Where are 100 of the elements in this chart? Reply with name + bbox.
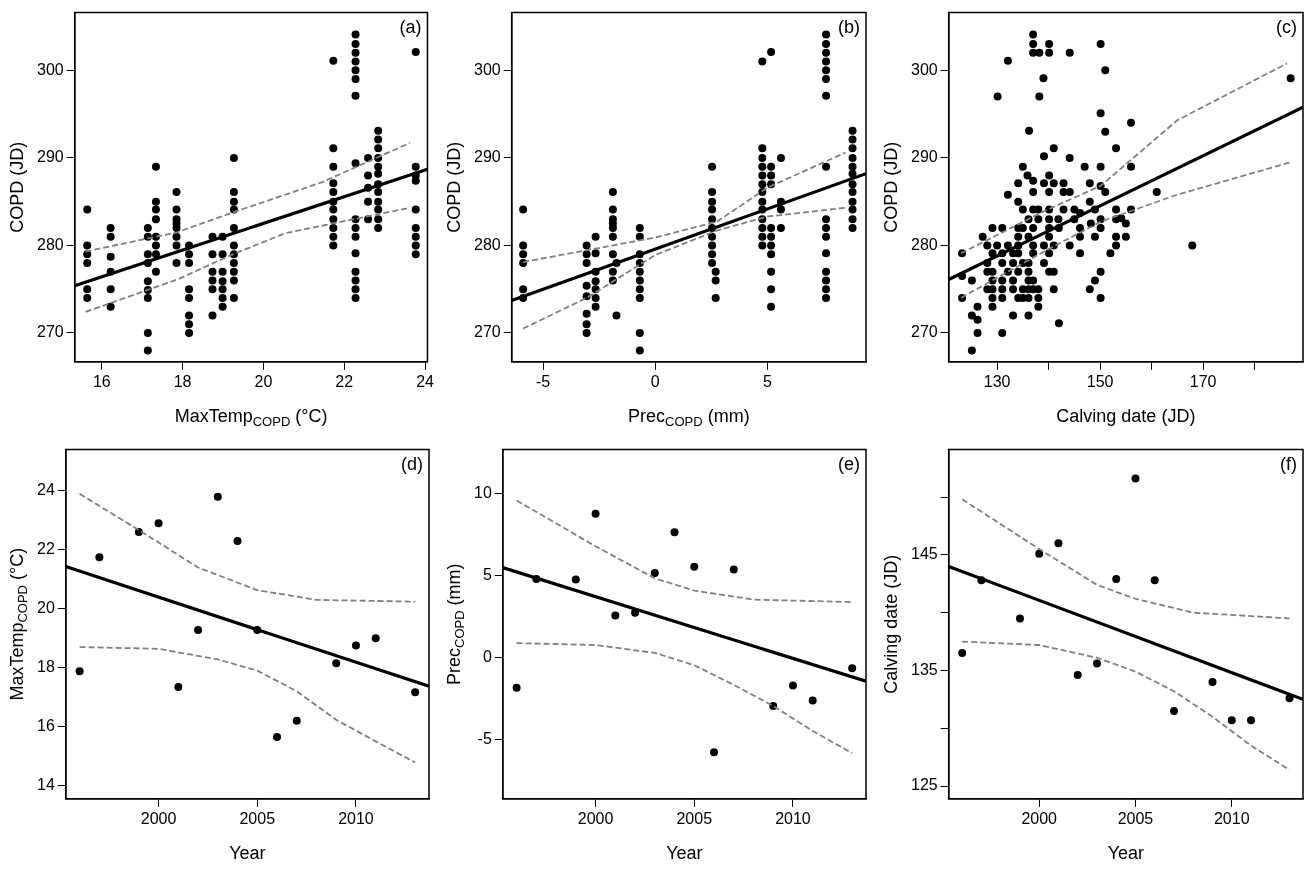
- x-tick-label: 2000: [1021, 809, 1058, 827]
- point: [611, 611, 620, 620]
- point: [1073, 671, 1082, 680]
- point: [1035, 549, 1044, 558]
- y-axis-title: COPD (JD): [443, 141, 464, 233]
- line-series: [522, 206, 847, 330]
- y-tick-label: 300: [36, 60, 64, 78]
- annotation: (b): [838, 16, 860, 37]
- y-tick-label: 24: [37, 481, 55, 499]
- y-tick-label: 290: [473, 148, 501, 166]
- y-tick-label: -5: [477, 730, 492, 748]
- y-tick-label: 290: [36, 148, 64, 166]
- y-tick-label: 22: [37, 540, 55, 558]
- y-tick-label: 18: [37, 658, 55, 676]
- x-axis-title: Year: [229, 842, 266, 863]
- point: [1092, 659, 1101, 668]
- point: [788, 681, 797, 690]
- x-tick-label: 2005: [676, 809, 713, 827]
- x-tick-label: 18: [173, 372, 192, 390]
- annotation: (c): [1276, 16, 1297, 37]
- point: [351, 641, 360, 650]
- y-tick-label: 5: [482, 566, 492, 584]
- annotation: (e): [838, 453, 860, 474]
- x-axis-title: Calving date (JD): [1056, 405, 1196, 426]
- point: [591, 509, 600, 518]
- y-tick-label: 280: [36, 235, 64, 253]
- y-tick-label: 270: [910, 323, 938, 341]
- x-tick-label: 130: [983, 372, 1011, 390]
- y-tick-label: 14: [37, 775, 55, 793]
- point: [332, 659, 341, 668]
- point: [233, 536, 242, 545]
- point: [95, 553, 104, 562]
- point: [154, 519, 163, 528]
- point: [1227, 716, 1236, 725]
- y-tick-label: 125: [910, 776, 938, 794]
- point: [958, 649, 967, 658]
- point: [273, 732, 282, 741]
- y-tick-label: 280: [473, 235, 501, 253]
- x-tick-label: -5: [535, 372, 551, 390]
- point: [371, 634, 380, 643]
- point: [670, 528, 679, 537]
- line-series: [961, 498, 1291, 620]
- point: [1150, 576, 1159, 585]
- y-tick-label: 280: [910, 235, 938, 253]
- annotation: (f): [1280, 453, 1297, 474]
- y-tick-label: 290: [910, 148, 938, 166]
- y-axis-title: Calving date (JD): [880, 554, 901, 694]
- line-series: [515, 499, 854, 603]
- x-tick-label: 2005: [1117, 809, 1154, 827]
- point: [292, 716, 301, 725]
- point: [1131, 474, 1140, 483]
- annotation: (d): [401, 453, 423, 474]
- y-tick-label: 16: [37, 717, 55, 735]
- x-tick-label: 2005: [239, 809, 276, 827]
- x-tick-label: 2010: [1213, 809, 1250, 827]
- y-axis-title: COPD (JD): [6, 141, 27, 233]
- point: [1169, 706, 1178, 715]
- point: [411, 688, 420, 697]
- point: [75, 667, 84, 676]
- point: [213, 492, 222, 501]
- point: [194, 625, 203, 634]
- y-tick-label: 0: [482, 648, 492, 666]
- x-tick-label: 5: [763, 372, 773, 390]
- y-tick-label: 145: [910, 545, 938, 563]
- point: [729, 565, 738, 574]
- x-tick-label: 20: [254, 372, 273, 390]
- point: [174, 683, 183, 692]
- point: [690, 562, 699, 571]
- line-series: [78, 492, 417, 603]
- x-tick-label: 22: [335, 372, 354, 390]
- point: [650, 569, 659, 578]
- point: [571, 575, 580, 584]
- line-series: [515, 642, 854, 755]
- x-tick-label: 0: [650, 372, 660, 390]
- point: [1054, 539, 1063, 548]
- y-tick-label: 10: [474, 484, 492, 502]
- x-axis-title: Year: [1107, 842, 1145, 863]
- x-axis-title: Year: [666, 842, 703, 863]
- x-tick-label: 2010: [338, 809, 374, 827]
- x-tick-label: 170: [1189, 372, 1217, 390]
- y-tick-label: 300: [473, 60, 501, 78]
- y-tick-label: 135: [910, 660, 938, 678]
- point: [1208, 678, 1217, 687]
- y-tick-label: 270: [473, 323, 501, 341]
- annotation: (a): [399, 16, 422, 37]
- x-tick-label: 2010: [775, 809, 811, 827]
- y-tick-label: 20: [37, 599, 55, 617]
- point: [1112, 575, 1121, 584]
- y-tick-label: 270: [36, 323, 64, 341]
- x-tick-label: 150: [1086, 372, 1114, 390]
- x-tick-label: 2000: [140, 809, 177, 827]
- point: [1015, 614, 1024, 623]
- line-series: [961, 640, 1291, 771]
- y-axis-title: COPD (JD): [880, 141, 901, 233]
- line-series: [78, 646, 417, 764]
- y-axis-title: MaxTempCOPD (°C): [6, 547, 30, 701]
- x-tick-label: 16: [92, 372, 111, 390]
- y-tick-label: 300: [910, 60, 938, 78]
- x-tick-label: 2000: [577, 809, 614, 827]
- point: [710, 748, 719, 757]
